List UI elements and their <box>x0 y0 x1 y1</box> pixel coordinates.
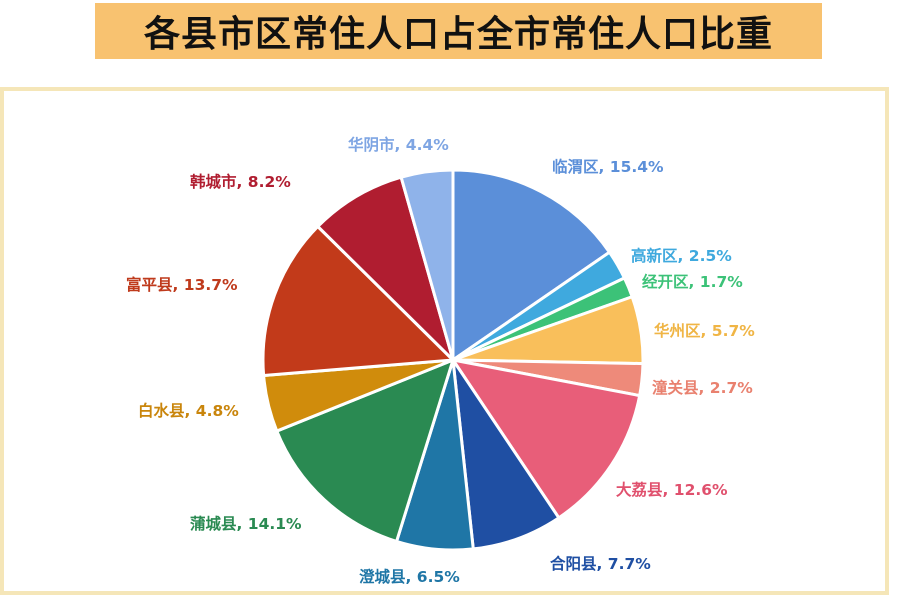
chart-title: 各县市区常住人口占全市常住人口比重 <box>143 14 773 55</box>
slice-label-白水县: 白水县, 4.8% <box>138 401 239 420</box>
pie-slice-华阴市 <box>399 168 455 362</box>
chart-frame: 临渭区, 15.4% 高新区, 2.5% 经开区, 1.7% 华州区, 5.7% 潼关县… <box>0 87 889 595</box>
pie-chart: 临渭区, 15.4% 高新区, 2.5% 经开区, 1.7% 华州区, 5.7% 潼关县… <box>126 135 755 586</box>
watermark: 华州之家 <box>749 546 863 573</box>
pie-slice-蒲城县 <box>275 358 455 543</box>
pie-slice-临渭区 <box>451 168 611 362</box>
pie-slice-富平县 <box>261 225 455 377</box>
slice-label-韩城市: 韩城市, 8.2% <box>190 172 291 191</box>
slice-label-合阳县: 合阳县, 7.7% <box>550 554 651 573</box>
slice-label-经开区: 经开区, 1.7% <box>642 272 743 291</box>
pie-slices <box>261 168 645 552</box>
pie-slice-合阳县 <box>451 358 561 551</box>
slice-label-华阴市: 华阴市, 4.4% <box>348 135 449 154</box>
slice-label-高新区: 高新区, 2.5% <box>631 246 732 265</box>
slice-label-华州区: 华州区, 5.7% <box>654 321 755 340</box>
pie-slice-韩城市 <box>316 175 455 362</box>
pie-slice-大荔县 <box>451 358 642 520</box>
slice-label-潼关县: 潼关县, 2.7% <box>652 378 753 397</box>
pie-labels: 临渭区, 15.4% 高新区, 2.5% 经开区, 1.7% 华州区, 5.7% 潼关县… <box>126 135 755 586</box>
watermark-text: 华州之家 <box>786 550 863 572</box>
wechat-icon <box>749 548 778 570</box>
slice-label-蒲城县: 蒲城县, 14.1% <box>190 514 302 533</box>
slice-label-富平县: 富平县, 13.7% <box>126 275 238 294</box>
title-banner: 各县市区常住人口占全市常住人口比重 <box>95 3 822 59</box>
slice-label-澄城县: 澄城县, 6.5% <box>359 567 460 586</box>
slice-label-大荔县: 大荔县, 12.6% <box>616 480 728 499</box>
slice-label-临渭区: 临渭区, 15.4% <box>552 157 664 176</box>
